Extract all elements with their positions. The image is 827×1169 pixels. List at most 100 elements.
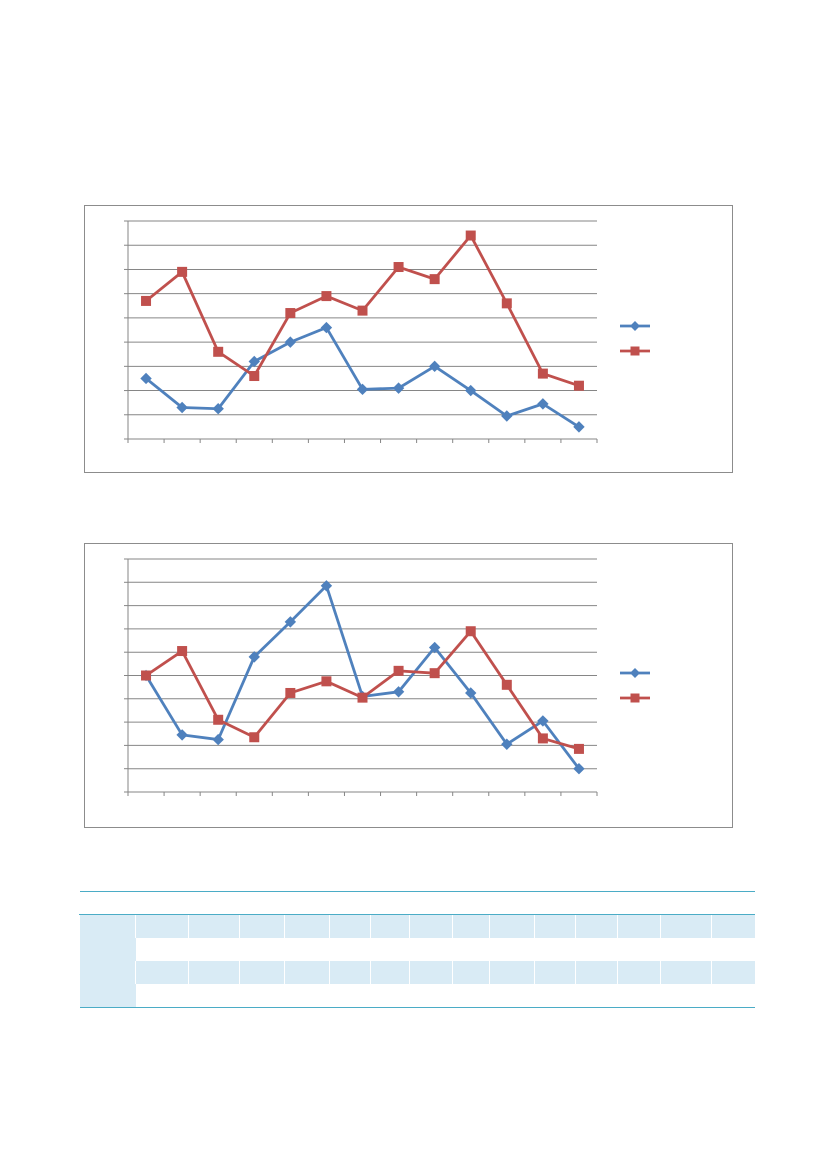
table-cell (451, 914, 490, 938)
series-2-point (465, 626, 476, 637)
series-2-point (429, 274, 440, 285)
table-cell (534, 984, 576, 1008)
table-cell (188, 984, 240, 1008)
chart-2-svg (124, 558, 650, 796)
series-1-point (501, 738, 513, 750)
series-2-point (357, 692, 368, 703)
series-2-point (177, 646, 188, 657)
series-2-point (501, 679, 512, 690)
legend-series-2-marker (630, 346, 640, 356)
series-1-point (537, 398, 549, 410)
table-cell (452, 938, 490, 961)
table-cell (329, 938, 371, 961)
chart-1-svg (124, 220, 650, 443)
table-cell (534, 938, 576, 961)
table-header-cell (489, 891, 535, 915)
table-cell (660, 961, 712, 984)
series-2-point (141, 670, 152, 681)
series-1-point (356, 383, 369, 396)
table-cell (188, 914, 240, 938)
table-cell (188, 961, 240, 984)
series-1-point (428, 360, 441, 373)
table-cell (617, 961, 661, 984)
table-cell (617, 938, 661, 961)
series-1-point (212, 733, 224, 746)
table-header-cell (284, 891, 330, 915)
table-cell (284, 914, 330, 938)
table-cell (135, 961, 189, 984)
series-2-point (537, 733, 548, 744)
table-cell (488, 914, 535, 938)
table-cell (451, 961, 490, 984)
data-table (78, 891, 755, 1008)
table-header-cell (79, 891, 136, 915)
table-cell (409, 914, 453, 938)
series-1-point (428, 641, 441, 654)
series-1-point (140, 372, 152, 385)
table-cell (239, 961, 285, 984)
series-2-point (321, 676, 332, 687)
legend-series-2-marker (630, 693, 640, 703)
table-cell (284, 984, 330, 1008)
table-cell (370, 961, 410, 984)
series-1-point (573, 421, 585, 433)
series-1-point (465, 384, 477, 397)
series-2-point (537, 368, 548, 379)
series-1-point (537, 715, 549, 727)
chart-2 (84, 543, 733, 828)
series-1-point (248, 355, 260, 368)
table-cell (135, 938, 189, 961)
table-header-cell (711, 891, 755, 915)
table-cell (575, 984, 618, 1008)
table-cell (135, 984, 189, 1008)
table-header-cell (239, 891, 285, 915)
series-2-point (393, 262, 404, 273)
table-header-cell (660, 891, 712, 915)
table-header-cell (370, 891, 410, 915)
series-2-point (249, 371, 260, 382)
table-cell (370, 938, 410, 961)
legend-series-1-marker (630, 668, 640, 678)
table-cell (79, 984, 136, 1008)
series-1-point (212, 403, 224, 415)
table-cell (533, 961, 576, 984)
table-cell (370, 984, 410, 1008)
table-cell (488, 961, 535, 984)
data-table-container (78, 891, 755, 1008)
series-1-point (176, 729, 188, 741)
table-cell (284, 938, 330, 961)
chart-1 (84, 205, 733, 473)
series-1-point (320, 580, 333, 592)
table-row (79, 938, 755, 961)
series-1-point (392, 686, 405, 698)
series-2-point (141, 295, 152, 306)
series-2-point (393, 665, 404, 676)
table-cell (617, 914, 661, 938)
series-1-point (284, 336, 297, 348)
table-cell (452, 984, 490, 1008)
table-cell (188, 938, 240, 961)
table-cell (489, 938, 535, 961)
table-cell (711, 938, 755, 961)
table-cell (329, 914, 371, 938)
table-cell (409, 961, 453, 984)
table-cell (711, 984, 755, 1008)
table-header-row (79, 891, 755, 915)
table-header-cell (617, 891, 661, 915)
table-row (78, 914, 755, 938)
table-cell (489, 984, 535, 1008)
table-cell (574, 914, 618, 938)
table-row (79, 984, 755, 1008)
series-2-point (285, 308, 296, 319)
table-header-cell (188, 891, 240, 915)
series-2-point (429, 668, 440, 679)
table-cell (78, 914, 136, 938)
table-cell (135, 914, 189, 938)
series-2-point (321, 291, 332, 302)
table-cell (329, 961, 371, 984)
series-1-point (501, 410, 513, 422)
series-1-point (573, 762, 585, 775)
series-2-point (213, 714, 224, 725)
series-2-point (501, 298, 512, 309)
series-1-point (176, 401, 188, 414)
